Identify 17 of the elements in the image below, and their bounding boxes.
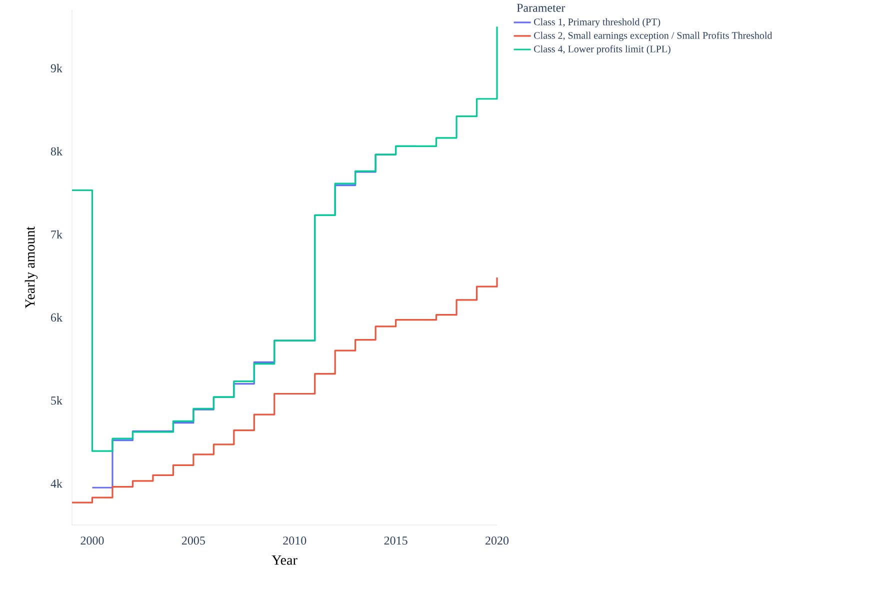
legend-title: Parameter (516, 4, 566, 12)
x-tick-label: 2005 (182, 536, 205, 545)
x-tick-label: 2015 (384, 536, 408, 545)
y-tick-label: 5k (51, 396, 62, 405)
y-tick-label: 7k (51, 230, 62, 238)
y-axis-title: Yearly amount (24, 226, 38, 308)
y-tick-label: 6k (50, 313, 62, 322)
legend-label: Class 2, Small earnings exception / Small Profits Threshold (534, 32, 772, 41)
x-tick-label: 2020 (486, 536, 509, 545)
y-tick-label: 9k (50, 64, 62, 72)
x-tick-label: 2000 (80, 536, 104, 545)
x-tick-label: 2010 (283, 536, 306, 545)
legend-label: Class 4, Lower profits limit (LPL) (534, 45, 670, 54)
y-tick-label: 8k (50, 146, 62, 156)
x-axis-title: Year (272, 555, 298, 565)
y-tick-label: 4k (50, 479, 62, 488)
legend-label: Class 1, Primary threshold (PT) (534, 18, 660, 28)
